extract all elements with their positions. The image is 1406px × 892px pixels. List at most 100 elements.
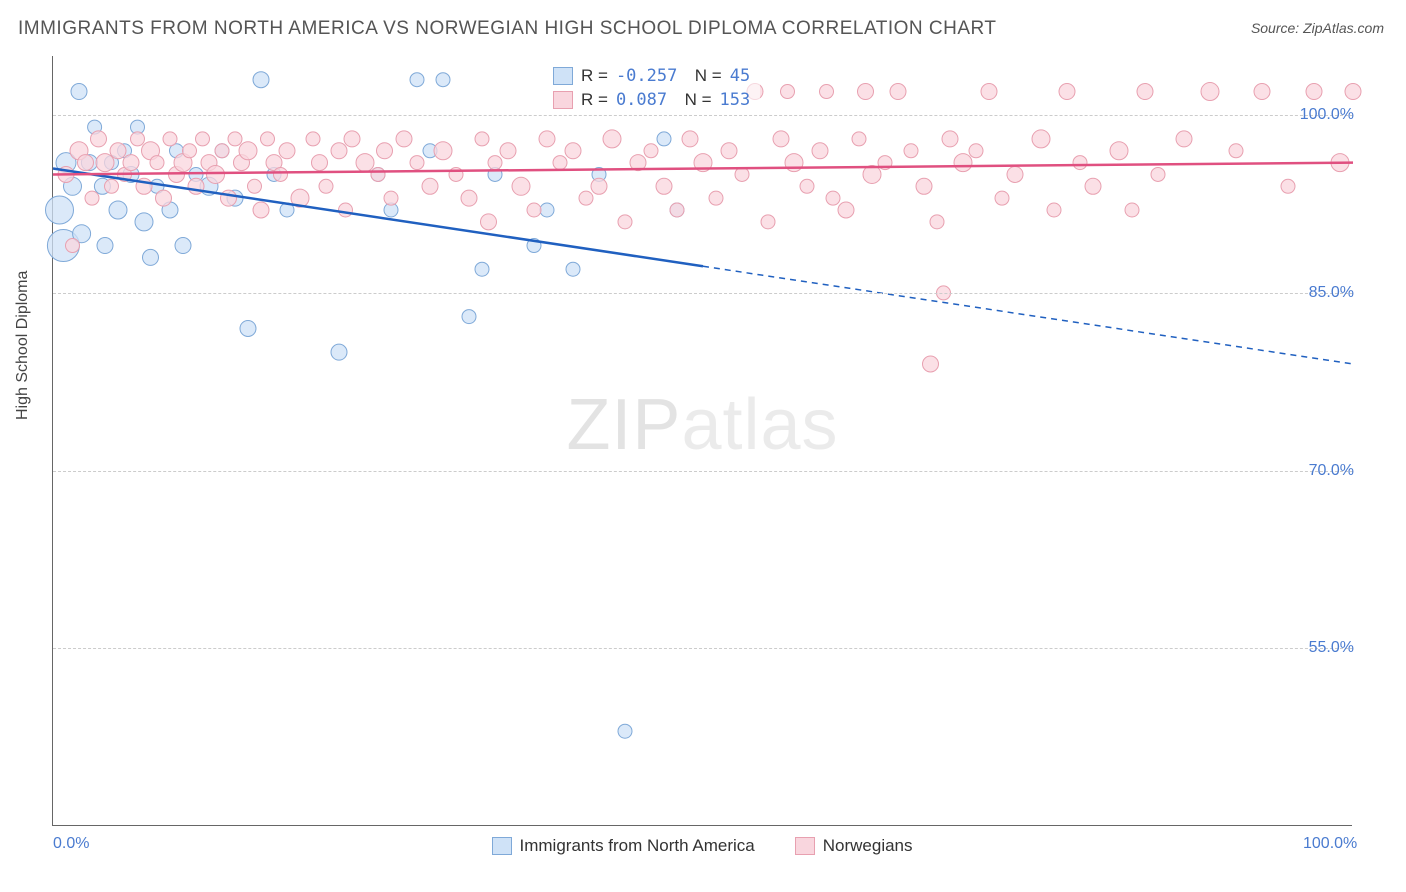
r-label: R = xyxy=(581,88,608,112)
data-point xyxy=(109,201,127,219)
data-point xyxy=(1047,203,1061,217)
data-point xyxy=(890,84,906,100)
n-label: N = xyxy=(685,64,721,88)
data-point xyxy=(942,131,958,147)
data-point xyxy=(618,724,632,738)
data-point xyxy=(91,131,107,147)
data-point xyxy=(1059,84,1075,100)
data-point xyxy=(838,202,854,218)
legend-row-2: R = 0.087 N = 153 xyxy=(553,88,750,112)
n-value-1: 45 xyxy=(730,64,750,88)
data-point xyxy=(670,203,684,217)
data-point xyxy=(46,196,74,224)
data-point xyxy=(916,178,932,194)
data-point xyxy=(812,143,828,159)
data-point xyxy=(261,132,275,146)
data-point xyxy=(1254,84,1270,100)
data-point xyxy=(1085,178,1101,194)
data-point xyxy=(239,142,257,160)
data-point xyxy=(539,131,555,147)
correlation-legend: R = -0.257 N = 45 R = 0.087 N = 153 xyxy=(543,60,760,116)
data-point xyxy=(488,156,502,170)
data-point xyxy=(1137,84,1153,100)
data-point xyxy=(253,202,269,218)
data-point xyxy=(240,320,256,336)
data-point xyxy=(356,154,374,172)
n-label: N = xyxy=(675,88,711,112)
data-point xyxy=(377,143,393,159)
data-point xyxy=(384,191,398,205)
legend-label-1: Immigrants from North America xyxy=(520,836,755,856)
gridline xyxy=(53,648,1353,649)
data-point xyxy=(1032,130,1050,148)
data-point xyxy=(603,130,621,148)
data-point xyxy=(826,191,840,205)
data-point xyxy=(565,143,581,159)
source-label: Source: ZipAtlas.com xyxy=(1251,20,1384,36)
data-point xyxy=(923,356,939,372)
data-point xyxy=(721,143,737,159)
data-point xyxy=(852,132,866,146)
data-point xyxy=(306,132,320,146)
data-point xyxy=(858,84,874,100)
data-point xyxy=(657,132,671,146)
data-point xyxy=(78,155,94,171)
data-point xyxy=(579,191,593,205)
data-point xyxy=(1229,144,1243,158)
swatch-pink-icon xyxy=(795,837,815,855)
gridline xyxy=(53,471,1353,472)
data-point xyxy=(475,132,489,146)
data-point xyxy=(1176,131,1192,147)
data-point xyxy=(319,179,333,193)
y-tick-label: 70.0% xyxy=(1284,462,1354,480)
legend-bottom: Immigrants from North America Norwegians xyxy=(52,836,1352,856)
data-point xyxy=(312,155,328,171)
data-point xyxy=(1151,167,1165,181)
data-point xyxy=(709,191,723,205)
y-axis-label: High School Diploma xyxy=(14,271,32,420)
data-point xyxy=(462,310,476,324)
data-point xyxy=(436,73,450,87)
data-point xyxy=(969,144,983,158)
data-point xyxy=(461,190,477,206)
data-point xyxy=(540,203,554,217)
data-point xyxy=(682,131,698,147)
data-point xyxy=(1125,203,1139,217)
data-point xyxy=(207,165,225,183)
legend-row-1: R = -0.257 N = 45 xyxy=(553,64,750,88)
data-point xyxy=(475,262,489,276)
data-point xyxy=(1345,84,1361,100)
data-point xyxy=(1073,156,1087,170)
data-point xyxy=(339,203,353,217)
data-point xyxy=(150,156,164,170)
data-point xyxy=(410,156,424,170)
chart-title: IMMIGRANTS FROM NORTH AMERICA VS NORWEGI… xyxy=(18,18,997,40)
data-point xyxy=(371,167,385,181)
r-label: R = xyxy=(581,64,608,88)
data-point xyxy=(1281,179,1295,193)
data-point xyxy=(123,155,139,171)
data-point xyxy=(820,85,834,99)
chart-svg xyxy=(53,56,1353,826)
data-point xyxy=(131,132,145,146)
data-point xyxy=(800,179,814,193)
data-point xyxy=(183,144,197,158)
data-point xyxy=(527,203,541,217)
data-point xyxy=(553,156,567,170)
data-point xyxy=(512,177,530,195)
data-point xyxy=(656,178,672,194)
data-point xyxy=(1007,166,1023,182)
data-point xyxy=(215,144,229,158)
swatch-blue-icon xyxy=(553,67,573,85)
data-point xyxy=(1110,142,1128,160)
data-point xyxy=(331,143,347,159)
data-point xyxy=(71,84,87,100)
data-point xyxy=(591,178,607,194)
legend-item-1: Immigrants from North America xyxy=(492,836,755,856)
data-point xyxy=(274,167,288,181)
data-point xyxy=(761,215,775,229)
data-point xyxy=(618,215,632,229)
data-point xyxy=(1306,84,1322,100)
data-point xyxy=(981,84,997,100)
data-point xyxy=(85,191,99,205)
